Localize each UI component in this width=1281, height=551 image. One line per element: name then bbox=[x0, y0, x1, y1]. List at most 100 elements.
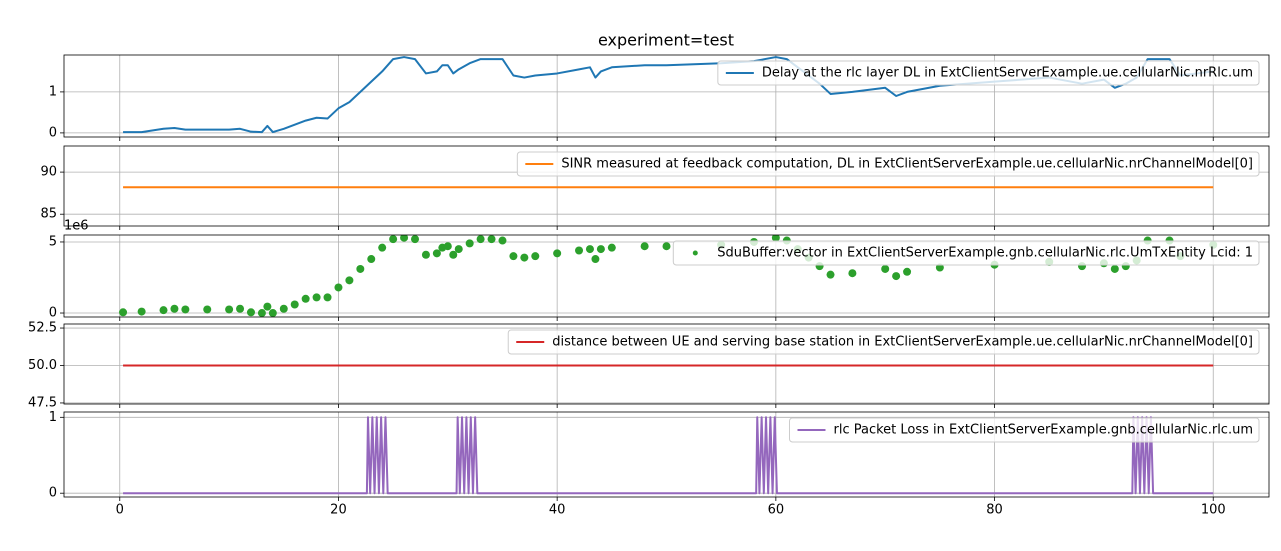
x-tick-label: 100 bbox=[1201, 503, 1226, 518]
x-tick-label: 0 bbox=[116, 503, 124, 518]
plot-frame bbox=[63, 323, 1270, 405]
x-tick-label: 60 bbox=[768, 503, 785, 518]
point bbox=[771, 235, 780, 242]
point bbox=[236, 304, 245, 313]
point bbox=[449, 250, 458, 259]
series-group bbox=[119, 235, 1218, 317]
x-tick-label: 20 bbox=[330, 503, 347, 518]
point bbox=[356, 264, 365, 273]
plot-frame bbox=[63, 145, 1270, 227]
point bbox=[826, 270, 835, 279]
point bbox=[520, 253, 529, 262]
point bbox=[290, 300, 299, 309]
line bbox=[123, 416, 1214, 495]
chart-title: experiment=test bbox=[598, 31, 734, 50]
point bbox=[585, 245, 594, 254]
y-tick-label: 47.5 bbox=[28, 395, 57, 410]
plot-frame bbox=[63, 234, 1270, 318]
legend: SduBuffer:vector in ExtClientServerExamp… bbox=[672, 240, 1260, 266]
legend-marker bbox=[692, 250, 698, 256]
point bbox=[203, 305, 212, 314]
point bbox=[465, 239, 474, 248]
point bbox=[411, 235, 420, 244]
y-tick-label: 1 bbox=[49, 84, 57, 99]
legend-label: rlc Packet Loss in ExtClientServerExampl… bbox=[834, 423, 1254, 438]
legend-label: SINR measured at feedback computation, D… bbox=[561, 157, 1253, 172]
y-tick-label: 0 bbox=[49, 125, 57, 140]
line bbox=[123, 56, 1214, 134]
point bbox=[170, 304, 179, 313]
legend-box bbox=[507, 329, 1260, 355]
point bbox=[301, 294, 310, 303]
point bbox=[345, 276, 354, 285]
point bbox=[607, 243, 616, 252]
point bbox=[181, 305, 190, 314]
point bbox=[312, 293, 321, 302]
point bbox=[119, 308, 128, 317]
point bbox=[400, 235, 409, 242]
legend-label: SduBuffer:vector in ExtClientServerExamp… bbox=[717, 246, 1253, 261]
point bbox=[575, 246, 584, 255]
plot-frame bbox=[63, 411, 1270, 498]
point bbox=[662, 242, 671, 251]
legend-label: Delay at the rlc layer DL in ExtClientSe… bbox=[762, 66, 1253, 81]
point bbox=[498, 236, 507, 245]
y-tick-label: 0 bbox=[49, 486, 57, 501]
point bbox=[323, 293, 332, 302]
point bbox=[378, 243, 387, 252]
legend: SINR measured at feedback computation, D… bbox=[516, 151, 1260, 177]
y-tick-label: 85 bbox=[40, 207, 57, 222]
point bbox=[640, 242, 649, 251]
y-tick-label: 50.0 bbox=[28, 358, 57, 373]
point bbox=[553, 249, 562, 258]
point bbox=[509, 252, 518, 261]
legend-box bbox=[717, 60, 1260, 86]
x-tick-label: 80 bbox=[986, 503, 1003, 518]
legend: rlc Packet Loss in ExtClientServerExampl… bbox=[789, 417, 1260, 443]
legend-label: distance between UE and serving base sta… bbox=[552, 335, 1253, 350]
point bbox=[1110, 264, 1119, 273]
point bbox=[892, 272, 901, 281]
legend: distance between UE and serving base sta… bbox=[507, 329, 1260, 355]
point bbox=[389, 235, 398, 244]
point bbox=[596, 245, 605, 254]
point bbox=[531, 252, 540, 261]
legend-box bbox=[672, 240, 1260, 266]
plot-frame bbox=[63, 54, 1270, 138]
point bbox=[454, 245, 463, 254]
point bbox=[246, 308, 255, 317]
point bbox=[367, 255, 376, 264]
legend-box bbox=[789, 417, 1260, 443]
y-tick-label: 1 bbox=[49, 410, 57, 425]
point bbox=[487, 235, 496, 244]
point bbox=[268, 309, 277, 317]
point bbox=[225, 305, 234, 314]
y-tick-label: 5 bbox=[49, 234, 57, 249]
y-tick-label: 0 bbox=[49, 306, 57, 321]
point bbox=[432, 249, 441, 258]
x-tick-label: 40 bbox=[549, 503, 566, 518]
point bbox=[137, 307, 146, 316]
y-tick-label: 90 bbox=[40, 165, 57, 180]
point bbox=[935, 263, 944, 272]
legend-box bbox=[516, 151, 1260, 177]
point bbox=[159, 306, 168, 315]
point bbox=[443, 242, 452, 251]
point bbox=[476, 235, 485, 244]
point bbox=[591, 255, 600, 264]
point bbox=[881, 264, 890, 273]
point bbox=[421, 250, 430, 259]
point bbox=[848, 269, 857, 278]
series-group bbox=[123, 416, 1214, 495]
point bbox=[257, 309, 266, 317]
offset-text: 1e6 bbox=[64, 219, 89, 234]
series-group bbox=[123, 56, 1214, 134]
point bbox=[279, 304, 288, 313]
point bbox=[334, 283, 343, 292]
legend: Delay at the rlc layer DL in ExtClientSe… bbox=[717, 60, 1260, 86]
y-tick-label: 52.5 bbox=[28, 321, 57, 336]
point bbox=[263, 302, 272, 311]
point bbox=[903, 267, 912, 276]
